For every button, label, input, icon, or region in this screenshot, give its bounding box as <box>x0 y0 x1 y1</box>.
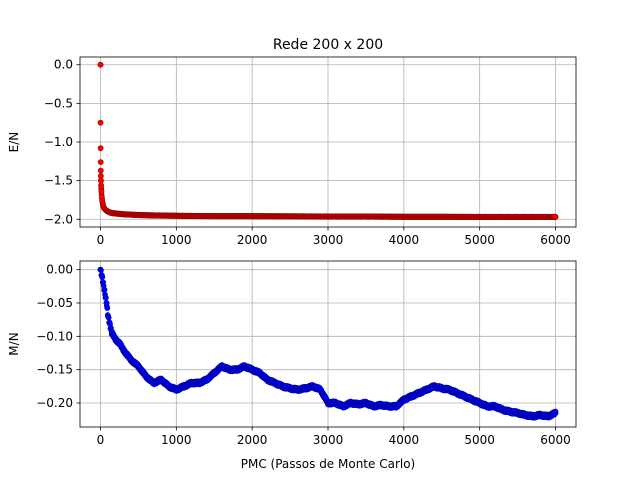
energy-y-tick-label: −2.0 <box>44 212 73 226</box>
energy-data-point <box>97 167 104 174</box>
energy-x-tick-label: 3000 <box>313 233 344 247</box>
energy-y-tick-label: −0.5 <box>44 96 73 110</box>
magnetization-data-point <box>103 294 109 301</box>
energy-data-point <box>97 145 104 152</box>
x-axis-label: PMC (Passos de Monte Carlo) <box>241 457 415 471</box>
energy-x-tick-label: 4000 <box>389 233 420 247</box>
energy-gridlines <box>80 57 576 227</box>
energy-y-tick-label: −1.5 <box>44 174 73 188</box>
energy-y-ticks: 0.0 −0.5 −1.0 −1.5 −2.0 <box>44 58 80 226</box>
magnetization-x-ticks: 0 1000 2000 3000 4000 5000 6000 <box>97 427 571 447</box>
energy-x-tick-label: 6000 <box>540 233 571 247</box>
magnetization-x-tick-label: 1000 <box>161 433 192 447</box>
magnetization-x-tick-label: 2000 <box>237 433 268 447</box>
magnetization-subplot: 0 1000 2000 3000 4000 5000 6000 0.00 −0.05 −0.10… <box>7 260 577 447</box>
energy-data-point <box>97 119 104 126</box>
energy-data-point <box>98 177 104 184</box>
magnetization-x-tick-label: 5000 <box>464 433 495 447</box>
energy-subplot: 0 1000 2000 3000 4000 5000 6000 0.0 −0.5 −1.0 −1.… <box>7 56 577 247</box>
magnetization-data-point <box>104 305 111 311</box>
magnetization-x-tick-label: 0 <box>97 433 105 447</box>
energy-data-point <box>97 159 104 165</box>
energy-x-tick-label: 5000 <box>464 233 495 247</box>
magnetization-data-point <box>98 267 104 274</box>
magnetization-x-tick-label: 4000 <box>389 433 420 447</box>
magnetization-y-tick-label: −0.10 <box>36 329 73 343</box>
magnetization-data-point <box>99 274 106 281</box>
magnetization-y-tick-label: −0.05 <box>36 296 73 310</box>
energy-y-axis-label: E/N <box>7 132 21 153</box>
magnetization-y-ticks: 0.00 −0.05 −0.10 −0.15 −0.20 <box>36 263 80 410</box>
energy-y-tick-label: 0.0 <box>54 58 73 72</box>
energy-data-point <box>98 188 105 195</box>
chart-title: Rede 200 x 200 <box>273 37 383 53</box>
magnetization-y-tick-label: −0.15 <box>36 363 73 377</box>
energy-data-point <box>97 61 104 68</box>
magnetization-points <box>97 266 559 421</box>
magnetization-x-tick-label: 3000 <box>313 433 344 447</box>
energy-points <box>97 61 559 221</box>
energy-x-tick-label: 0 <box>97 233 105 247</box>
magnetization-y-tick-label: 0.00 <box>46 263 73 277</box>
energy-x-tick-label: 1000 <box>161 233 192 247</box>
energy-data-point <box>552 213 559 220</box>
magnetization-data-point <box>552 408 559 415</box>
magnetization-data-point <box>105 314 112 321</box>
magnetization-y-tick-label: −0.20 <box>36 396 73 410</box>
energy-x-tick-label: 2000 <box>237 233 268 247</box>
energy-y-tick-label: −1.0 <box>44 135 73 149</box>
energy-x-ticks: 0 1000 2000 3000 4000 5000 6000 <box>97 227 571 247</box>
magnetization-y-axis-label: M/N <box>7 332 21 355</box>
magnetization-x-tick-label: 6000 <box>540 433 571 447</box>
